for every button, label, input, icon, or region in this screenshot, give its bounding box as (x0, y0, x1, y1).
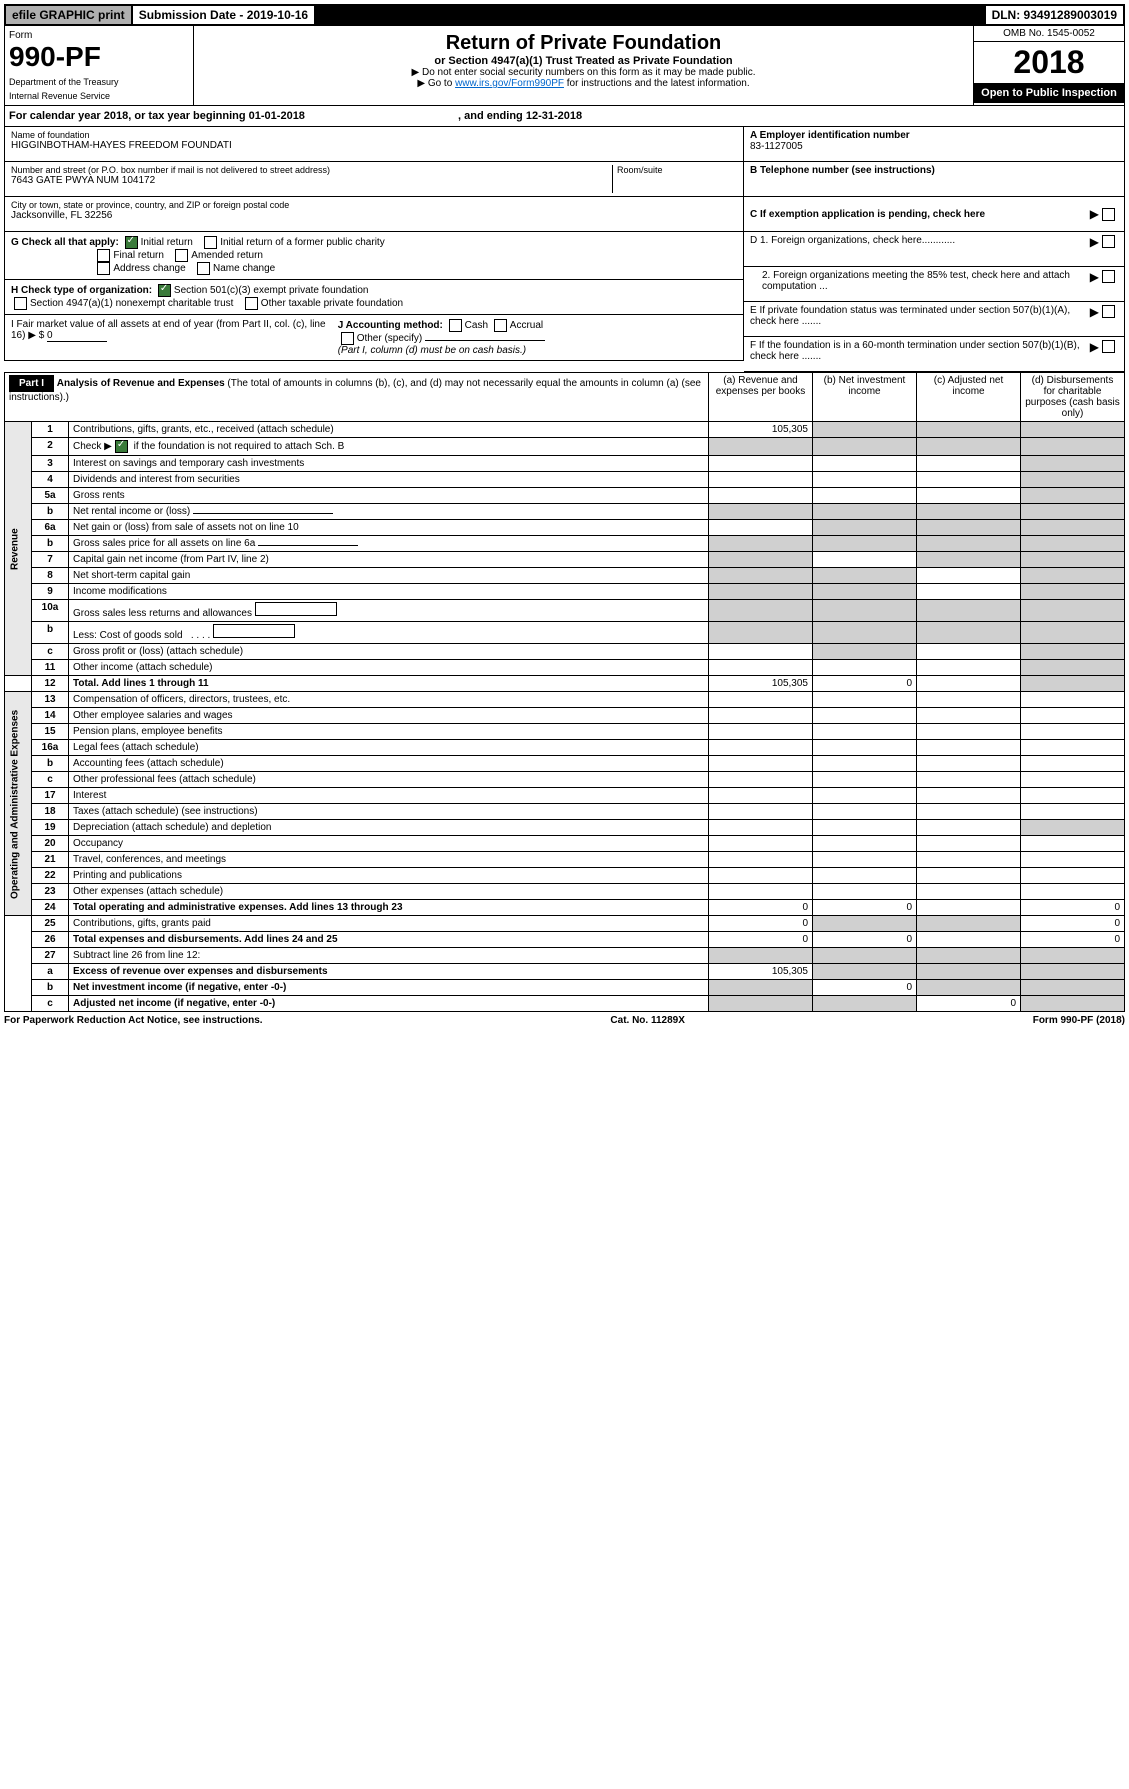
fmv-value: 0 (47, 330, 107, 342)
other-method-checkbox[interactable] (341, 332, 354, 345)
form-note-1: ▶ Do not enter social security numbers o… (200, 67, 967, 78)
ein-value: 83-1127005 (750, 141, 1118, 152)
accrual-checkbox[interactable] (494, 319, 507, 332)
year-begin: 01-01-2018 (249, 110, 305, 122)
page-footer: For Paperwork Reduction Act Notice, see … (4, 1012, 1125, 1029)
submission-date: Submission Date - 2019-10-16 (133, 6, 314, 24)
amended-return-checkbox[interactable] (175, 249, 188, 262)
85pct-checkbox[interactable] (1102, 270, 1115, 283)
other-taxable-checkbox[interactable] (245, 297, 258, 310)
exemption-checkbox[interactable] (1102, 208, 1115, 221)
open-inspection: Open to Public Inspection (974, 83, 1124, 103)
60month-checkbox[interactable] (1102, 340, 1115, 353)
terminated-checkbox[interactable] (1102, 305, 1115, 318)
d1-label: D 1. Foreign organizations, check here..… (750, 235, 1090, 263)
initial-return-checkbox[interactable] (125, 236, 138, 249)
phone-label: B Telephone number (see instructions) (750, 165, 1118, 176)
calendar-year-row: For calendar year 2018, or tax year begi… (4, 106, 1125, 127)
omb-number: OMB No. 1545-0052 (974, 26, 1124, 42)
arrow-icon: ▶ (1090, 207, 1099, 221)
foundation-name: HIGGINBOTHAM-HAYES FREEDOM FOUNDATI (11, 140, 737, 151)
col-b-header: (b) Net investment income (813, 373, 917, 422)
revenue-section-label: Revenue (5, 422, 32, 676)
d2-label: 2. Foreign organizations meeting the 85%… (750, 270, 1090, 298)
initial-former-checkbox[interactable] (204, 236, 217, 249)
sch-b-checkbox[interactable] (115, 440, 128, 453)
cash-basis-note: (Part I, column (d) must be on cash basi… (338, 345, 526, 356)
form-title: Return of Private Foundation (200, 32, 967, 55)
col-a-header: (a) Revenue and expenses per books (709, 373, 813, 422)
tax-year: 2018 (974, 42, 1124, 83)
foundation-info: Name of foundation HIGGINBOTHAM-HAYES FR… (4, 127, 1125, 232)
name-change-checkbox[interactable] (197, 262, 210, 275)
dept-irs: Internal Revenue Service (9, 91, 189, 101)
section-h: H Check type of organization: Section 50… (4, 280, 744, 315)
city-label: City or town, state or province, country… (11, 200, 737, 210)
section-g: G Check all that apply: Initial return I… (4, 232, 744, 280)
efile-label[interactable]: efile GRAPHIC print (6, 6, 131, 24)
col-c-header: (c) Adjusted net income (917, 373, 1021, 422)
form-prefix: Form (9, 30, 189, 41)
year-end: 12-31-2018 (526, 110, 582, 122)
top-bar: efile GRAPHIC print Submission Date - 20… (4, 4, 1125, 26)
cash-checkbox[interactable] (449, 319, 462, 332)
paperwork-notice: For Paperwork Reduction Act Notice, see … (4, 1015, 263, 1026)
dln-label: DLN: 93491289003019 (986, 6, 1123, 24)
form-ref: Form 990-PF (2018) (1033, 1015, 1125, 1026)
part1-label: Part I (9, 375, 54, 392)
part1-table: Part I Analysis of Revenue and Expenses … (4, 372, 1125, 1012)
address-change-checkbox[interactable] (97, 262, 110, 275)
form-header: Form 990-PF Department of the Treasury I… (4, 26, 1125, 106)
501c3-checkbox[interactable] (158, 284, 171, 297)
name-label: Name of foundation (11, 130, 737, 140)
4947-checkbox[interactable] (14, 297, 27, 310)
foundation-address: 7643 GATE PWYA NUM 104172 (11, 175, 612, 186)
cat-no: Cat. No. 11289X (610, 1015, 684, 1026)
final-return-checkbox[interactable] (97, 249, 110, 262)
f-label: F If the foundation is in a 60-month ter… (750, 340, 1090, 368)
dept-treasury: Department of the Treasury (9, 77, 189, 87)
e-label: E If private foundation status was termi… (750, 305, 1090, 333)
irs-link[interactable]: www.irs.gov/Form990PF (455, 78, 564, 89)
form-note-2: ▶ Go to www.irs.gov/Form990PF for instru… (200, 78, 967, 89)
form-subtitle: or Section 4947(a)(1) Trust Treated as P… (200, 55, 967, 67)
ein-label: A Employer identification number (750, 130, 1118, 141)
addr-label: Number and street (or P.O. box number if… (11, 165, 612, 175)
section-i-j: I Fair market value of all assets at end… (4, 315, 744, 361)
foundation-city: Jacksonville, FL 32256 (11, 210, 737, 221)
exemption-label: C If exemption application is pending, c… (750, 209, 1090, 220)
room-label: Room/suite (617, 165, 737, 175)
col-d-header: (d) Disbursements for charitable purpose… (1021, 373, 1125, 422)
expenses-section-label: Operating and Administrative Expenses (5, 692, 32, 916)
part1-title: Analysis of Revenue and Expenses (57, 378, 225, 389)
foreign-org-checkbox[interactable] (1102, 235, 1115, 248)
form-number: 990-PF (9, 41, 101, 72)
